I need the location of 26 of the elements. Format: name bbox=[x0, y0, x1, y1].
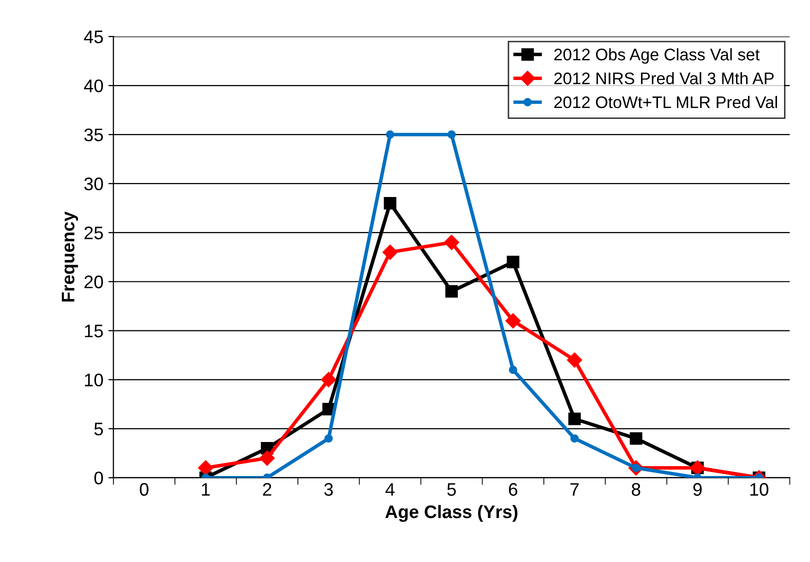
y-tick-label: 40 bbox=[84, 79, 103, 92]
y-tick-label: 15 bbox=[84, 324, 103, 338]
x-tick-label: 10 bbox=[750, 483, 768, 496]
x-tick-label: 1 bbox=[202, 483, 210, 496]
y-tick-label: 35 bbox=[84, 128, 103, 142]
legend-label: 2012 OtoWt+TL MLR Pred Val bbox=[554, 96, 777, 108]
x-tick-label: 6 bbox=[508, 483, 518, 496]
x-tick-label: 3 bbox=[324, 483, 333, 496]
y-tick-label: 30 bbox=[84, 178, 103, 190]
y-tick-label: 25 bbox=[84, 226, 103, 240]
legend-label: 2012 NIRS Pred Val 3 Mth AP bbox=[554, 72, 774, 84]
y-tick-label: 45 bbox=[84, 30, 103, 44]
x-tick-label: 4 bbox=[385, 483, 395, 496]
y-tick-label: 20 bbox=[84, 276, 103, 288]
y-tick-label: 0 bbox=[94, 472, 103, 484]
x-tick-label: 2 bbox=[263, 483, 272, 496]
x-tick-label: 5 bbox=[447, 483, 456, 496]
y-axis-title: Frequency bbox=[62, 212, 78, 302]
x-tick-label: 0 bbox=[140, 483, 148, 496]
x-tick-label: 9 bbox=[693, 483, 702, 496]
y-tick-label: 5 bbox=[94, 422, 103, 436]
x-tick-label: 8 bbox=[632, 483, 640, 496]
legend-label: 2012 Obs Age Class Val set bbox=[554, 48, 760, 64]
x-axis-title: Age Class (Yrs) bbox=[385, 504, 518, 522]
y-tick-label: 10 bbox=[84, 374, 103, 386]
x-tick-label: 7 bbox=[570, 483, 579, 496]
